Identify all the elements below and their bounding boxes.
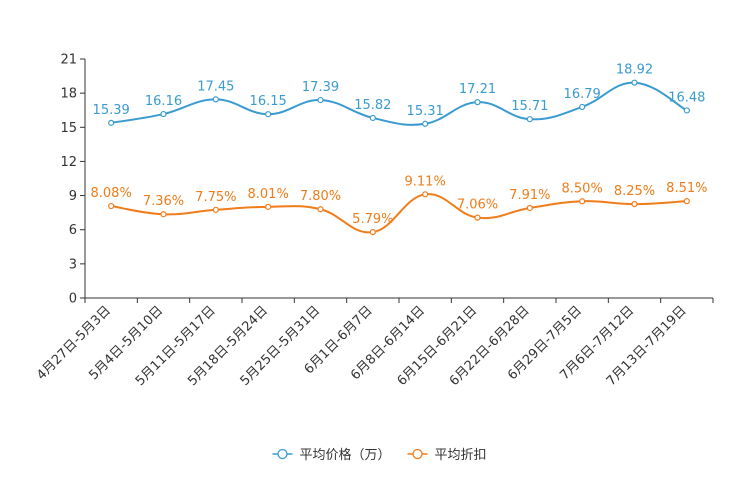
data-label: 8.50% xyxy=(562,181,603,196)
data-label: 8.08% xyxy=(91,186,132,201)
data-point[interactable] xyxy=(212,96,219,103)
legend-swatch-marker xyxy=(412,448,423,460)
data-label: 18.92 xyxy=(616,63,653,78)
series-line-1 xyxy=(111,81,688,126)
data-label: 7.36% xyxy=(143,194,184,209)
data-point[interactable] xyxy=(422,191,429,198)
data-label: 17.39 xyxy=(302,80,339,95)
data-label: 16.16 xyxy=(145,94,182,109)
data-label: 17.45 xyxy=(197,79,234,94)
data-label: 16.48 xyxy=(668,90,705,105)
legend[interactable]: 平均价格（万） 平均折扣 xyxy=(272,447,487,463)
data-point[interactable] xyxy=(212,206,219,213)
y-tick-label: 18 xyxy=(60,87,77,102)
y-tick-label: 12 xyxy=(60,155,77,170)
data-point[interactable] xyxy=(108,202,115,210)
data-label: 17.21 xyxy=(459,82,496,97)
legend-label: 平均价格（万） xyxy=(300,447,391,463)
series-layer xyxy=(108,79,690,236)
data-point[interactable] xyxy=(422,120,429,127)
data-point[interactable] xyxy=(317,206,324,213)
data-point[interactable] xyxy=(369,229,376,236)
y-tick-label: 15 xyxy=(60,121,77,136)
data-labels: 15.39 16.16 17.45 16.15 17.39 15.82 15.31 17.21… xyxy=(91,63,708,227)
data-point[interactable] xyxy=(579,103,586,111)
y-tick-label: 0 xyxy=(69,292,77,307)
data-point[interactable] xyxy=(526,204,533,212)
legend-item-1[interactable]: 平均价格（万） xyxy=(272,447,391,463)
data-point[interactable] xyxy=(579,198,586,205)
data-point[interactable] xyxy=(474,99,481,106)
data-point[interactable] xyxy=(265,111,272,118)
data-point[interactable] xyxy=(683,107,690,114)
data-point[interactable] xyxy=(683,198,690,205)
data-label: 7.75% xyxy=(195,190,236,205)
legend-swatch-marker xyxy=(277,448,288,460)
data-label: 8.51% xyxy=(666,181,707,196)
data-label: 16.15 xyxy=(250,94,287,109)
data-point[interactable] xyxy=(160,110,167,118)
data-label: 8.25% xyxy=(614,184,655,199)
data-point[interactable] xyxy=(631,79,638,86)
data-label: 15.39 xyxy=(93,103,130,118)
data-label: 7.91% xyxy=(509,188,550,203)
y-tick-label: 9 xyxy=(69,189,77,204)
y-tick-label: 6 xyxy=(69,223,77,238)
y-tick-label: 21 xyxy=(60,53,77,68)
data-point[interactable] xyxy=(369,114,376,122)
data-label: 8.01% xyxy=(248,187,289,202)
data-point[interactable] xyxy=(160,211,167,218)
data-label: 7.06% xyxy=(457,198,498,213)
data-point[interactable] xyxy=(265,203,272,210)
y-tick-label: 3 xyxy=(69,257,77,272)
data-label: 16.79 xyxy=(564,87,601,102)
data-point[interactable] xyxy=(526,116,533,123)
legend-label: 平均折扣 xyxy=(435,448,487,463)
data-point[interactable] xyxy=(474,214,481,221)
data-label: 15.31 xyxy=(407,104,444,119)
data-label: 5.79% xyxy=(352,212,393,227)
legend-item-2[interactable]: 平均折扣 xyxy=(407,448,487,463)
data-label: 7.80% xyxy=(300,189,341,204)
data-point[interactable] xyxy=(108,119,115,126)
data-point[interactable] xyxy=(631,201,638,208)
data-label: 15.82 xyxy=(354,98,391,113)
data-label: 15.71 xyxy=(511,99,548,114)
data-label: 9.11% xyxy=(405,174,446,189)
data-point[interactable] xyxy=(317,96,324,104)
